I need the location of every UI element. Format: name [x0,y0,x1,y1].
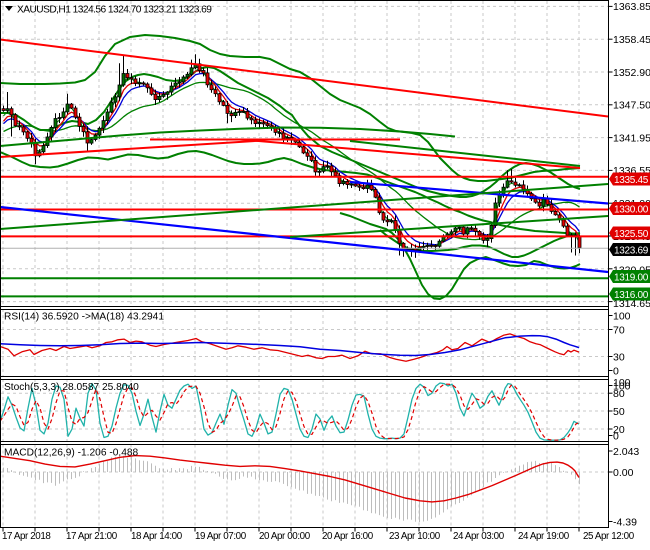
svg-text:1341.95: 1341.95 [613,132,650,144]
svg-text:1347.50: 1347.50 [613,100,650,112]
svg-text:MACD(12,26,9) -1.206 -0.488: MACD(12,26,9) -1.206 -0.488 [4,448,139,459]
svg-text:1358.45: 1358.45 [613,34,650,46]
svg-text:23 Apr 10:00: 23 Apr 10:00 [389,531,441,542]
svg-text:20: 20 [613,424,625,436]
svg-text:19 Apr 07:00: 19 Apr 07:00 [195,531,247,542]
svg-text:20 Apr 00:00: 20 Apr 00:00 [259,531,311,542]
svg-text:1352.90: 1352.90 [613,67,650,79]
svg-text:1314.65: 1314.65 [613,298,650,310]
svg-text:1330.00: 1330.00 [614,204,649,215]
svg-text:17 Apr 2018: 17 Apr 2018 [2,531,51,542]
svg-text:0: 0 [613,430,619,442]
svg-text:0: 0 [613,365,619,377]
svg-text:30: 30 [613,351,625,363]
svg-text:100: 100 [613,377,631,389]
svg-text:17 Apr 21:00: 17 Apr 21:00 [66,531,118,542]
svg-text:20 Apr 16:00: 20 Apr 16:00 [322,531,374,542]
svg-text:50: 50 [613,406,625,418]
svg-text:2.043: 2.043 [613,446,639,458]
svg-text:1363.85: 1363.85 [613,1,650,13]
svg-text:18 Apr 14:00: 18 Apr 14:00 [131,531,183,542]
svg-text:100: 100 [613,310,631,322]
svg-text:1316.00: 1316.00 [614,290,649,301]
svg-text:100: 100 [613,381,631,393]
svg-text:24 Apr 19:00: 24 Apr 19:00 [518,531,570,542]
svg-text:1319.00: 1319.00 [614,272,649,283]
svg-text:1335.45: 1335.45 [614,175,649,186]
svg-text:25 Apr 12:00: 25 Apr 12:00 [583,531,635,542]
svg-text:XAUUSD,H1 1324.56 1324.70 132: XAUUSD,H1 1324.56 1324.70 1323.21 1323.6… [17,5,212,16]
svg-text:1323.69: 1323.69 [614,245,649,256]
svg-text:Stoch(5,3,3) 28.0587 25.8040: Stoch(5,3,3) 28.0587 25.8040 [4,382,139,393]
svg-text:RSI(14) 36.5920 ->MA(18) 43.2: RSI(14) 36.5920 ->MA(18) 43.2941 [4,312,164,323]
svg-text:0.00: 0.00 [613,467,634,479]
svg-text:-4.39: -4.39 [613,516,637,528]
svg-text:24 Apr 03:00: 24 Apr 03:00 [453,531,505,542]
svg-text:80: 80 [613,388,625,400]
svg-text:1325.50: 1325.50 [614,229,649,240]
svg-text:70: 70 [613,324,625,336]
